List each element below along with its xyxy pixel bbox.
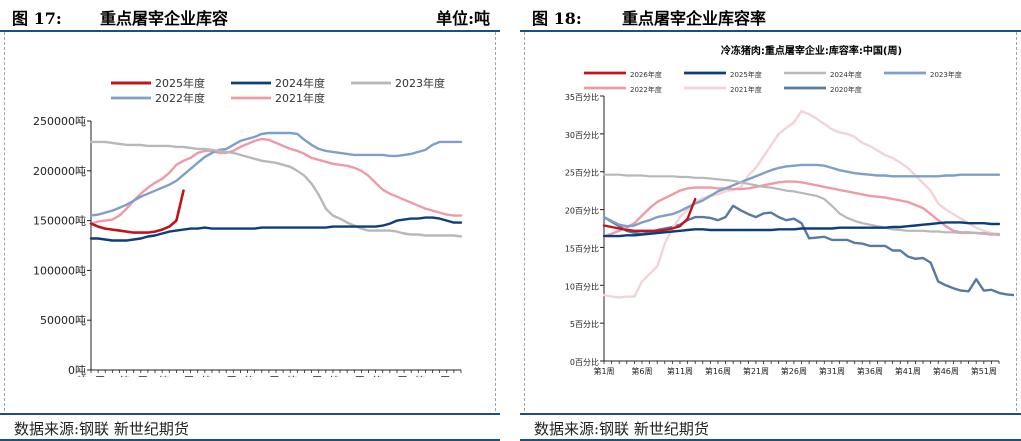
right-legend-item-2025: 2025年度: [684, 70, 762, 79]
right-legend-label: 2023年度: [930, 70, 962, 79]
left-series-line-2024: [89, 216, 463, 242]
left-series-line-2025: [89, 189, 185, 234]
left-legend-label: 2022年度: [155, 91, 205, 105]
left-plot-area: [91, 121, 461, 370]
left-legend-label: 2025年度: [155, 76, 205, 90]
right-chart-subtitle: 冷冻猪肉:重点屠宰企业:库容率:中国(周): [721, 44, 902, 57]
right-legend-label: 2022年度: [630, 85, 662, 94]
right-legend-item-2021: 2021年度: [684, 85, 762, 94]
left-figure-number: 图 17:: [12, 9, 62, 28]
left-x-tick-label: 第7周: [119, 374, 148, 377]
right-data-source: 数据来源:钢联 新世纪期货: [534, 420, 709, 438]
right-series-line-2023: [602, 163, 1001, 228]
right-legend-item-2020: 2020年度: [784, 85, 862, 94]
left-figure-panel: 图 17: 重点屠宰企业库容 单位:吨 0吨 50000吨 100000吨 15000…: [0, 0, 500, 441]
right-legend-label: 2025年度: [730, 70, 762, 79]
right-series-line-2024: [602, 173, 1001, 235]
right-x-tick-label: 第21周: [743, 366, 769, 376]
right-y-tick-label: 15百分比: [565, 243, 599, 253]
left-figure-title: 重点屠宰企业库容: [100, 9, 229, 28]
right-figure-footer: 数据来源:钢联 新世纪期货: [520, 413, 1021, 441]
right-x-tick-label: 第36周: [857, 366, 883, 376]
left-legend-item-2022: 2022年度: [111, 91, 205, 105]
left-legend-label: 2021年度: [275, 91, 325, 105]
left-series-line-2023: [89, 140, 463, 238]
right-y-tick-label: 5百分比: [570, 319, 599, 329]
right-series-line-2025: [602, 221, 1001, 238]
right-legend-item-2024: 2024年度: [784, 70, 862, 79]
left-y-tick-label: 200000吨: [33, 165, 86, 178]
left-series-line-2022: [89, 131, 463, 217]
left-legend-item-2024: 2024年度: [231, 76, 325, 90]
right-y-tick-label: 25百分比: [565, 168, 599, 178]
left-y-tick-label: 0吨: [68, 364, 86, 377]
left-figure-footer: 数据来源:钢联 新世纪期货: [0, 413, 500, 441]
left-data-source: 数据来源:钢联 新世纪期货: [14, 420, 189, 438]
right-x-tick-label: 第41周: [895, 366, 921, 376]
right-figure-panel: 图 18: 重点屠宰企业库容率 冷冻猪肉:重点屠宰企业:库容率:中国(周) 0百分…: [520, 0, 1021, 441]
right-figure-number: 图 18:: [532, 9, 582, 28]
inventory-volume-chart: 0吨 50000吨 100000吨 150000吨 200000吨 250000吨第1周 第…: [33, 76, 463, 377]
left-x-tick-label: 第49周: [415, 374, 451, 377]
left-legend-label: 2023年度: [395, 76, 445, 90]
right-y-tick-label: 30百分比: [565, 130, 599, 140]
right-x-tick-label: 第11周: [667, 366, 693, 376]
right-x-tick-label: 第46周: [933, 366, 959, 376]
left-y-tick-label: 150000吨: [33, 215, 86, 228]
right-x-tick-label: 第1周: [593, 366, 614, 376]
right-chart-frame: 冷冻猪肉:重点屠宰企业:库容率:中国(周) 0百分比 5百分比 10百分比 15百分比 2…: [524, 32, 1017, 411]
left-y-tick-label: 100000吨: [33, 264, 86, 277]
right-x-tick-label: 第6周: [631, 366, 652, 376]
right-legend-label: 2026年度: [630, 70, 662, 79]
left-x-tick-label: 第25周: [244, 374, 280, 377]
right-series-line-2026: [602, 197, 697, 233]
right-x-tick-label: 第51周: [971, 366, 997, 376]
left-x-tick-label: 第43周: [372, 374, 408, 377]
right-y-tick-label: 35百分比: [565, 92, 599, 102]
left-y-tick-label: 250000吨: [33, 115, 86, 128]
right-figure-header: 图 18: 重点屠宰企业库容率: [520, 0, 1021, 32]
left-legend-item-2025: 2025年度: [111, 76, 205, 90]
right-legend-label: 2020年度: [830, 85, 862, 94]
right-series-line-2022: [602, 180, 1001, 238]
right-legend-item-2026: 2026年度: [584, 70, 662, 79]
left-legend-item-2021: 2021年度: [231, 91, 325, 105]
right-x-tick-label: 第31周: [819, 366, 845, 376]
right-y-tick-label: 10百分比: [565, 281, 599, 291]
left-figure-unit: 单位:吨: [436, 9, 490, 28]
left-x-tick-label: 第31周: [286, 374, 322, 377]
left-x-tick-label: 第1周: [77, 374, 106, 377]
right-legend-label: 2024年度: [830, 70, 862, 79]
right-legend-label: 2021年度: [730, 85, 762, 94]
inventory-rate-chart: 冷冻猪肉:重点屠宰企业:库容率:中国(周) 0百分比 5百分比 10百分比 15百分比 2…: [565, 44, 1014, 376]
right-series-line-2021: [602, 109, 1001, 299]
right-y-tick-label: 0百分比: [570, 357, 599, 367]
left-x-tick-label: 第37周: [329, 374, 365, 377]
left-x-tick-label: 第13周: [158, 374, 194, 377]
left-chart-frame: 0吨 50000吨 100000吨 150000吨 200000吨 250000吨第1周 第…: [4, 32, 496, 411]
right-y-tick-label: 20百分比: [565, 206, 599, 216]
right-x-tick-label: 第26周: [781, 366, 807, 376]
left-series-line-2021: [89, 137, 463, 225]
right-figure-title: 重点屠宰企业库容率: [622, 9, 767, 28]
left-legend-label: 2024年度: [275, 76, 325, 90]
right-legend-item-2023: 2023年度: [884, 70, 962, 79]
left-y-tick-label: 50000吨: [40, 314, 86, 327]
right-legend-item-2022: 2022年度: [584, 85, 662, 94]
left-x-tick-label: 第19周: [201, 374, 237, 377]
left-legend-item-2023: 2023年度: [351, 76, 445, 90]
left-figure-header: 图 17: 重点屠宰企业库容 单位:吨: [0, 0, 500, 32]
right-x-tick-label: 第16周: [705, 366, 731, 376]
